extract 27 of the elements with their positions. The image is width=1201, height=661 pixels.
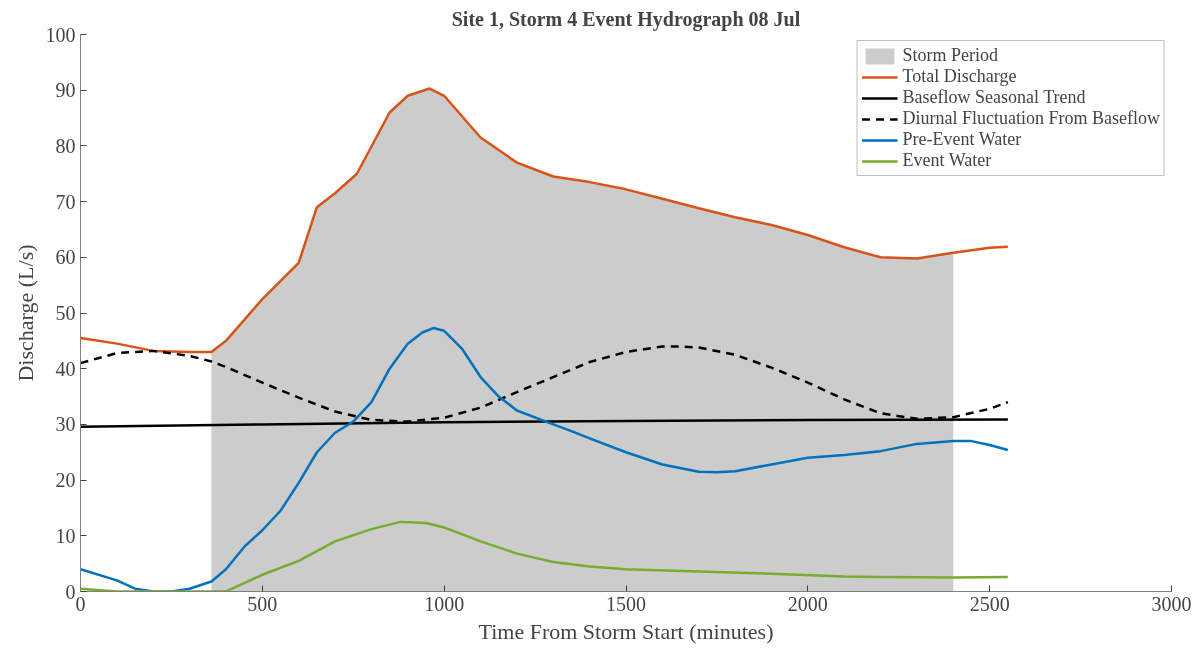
legend-label: Baseflow Seasonal Trend [902,87,1086,108]
x-tick-label: 1500 [606,592,646,615]
y-tick-label: 30 [55,413,76,436]
legend-label: Event Water [902,150,992,171]
x-tick-label: 2500 [969,592,1010,615]
line-series [80,326,1010,592]
x-tick-label: 3000 [1151,592,1192,615]
y-tick-label: 40 [55,357,76,380]
y-tick-label: 50 [55,302,76,324]
x-tick-label: 2000 [787,592,828,615]
y-tick-label: 70 [55,190,76,213]
x-axis-title: Time From Storm Start (minutes) [478,618,774,644]
legend-label: Pre-Event Water [902,129,1022,150]
y-tick-label: 80 [55,134,76,157]
legend-label: Storm Period [902,45,999,66]
legend-label: Diurnal Fluctuation From Baseflow [902,108,1160,129]
y-tick-label: 10 [55,524,76,547]
line-series [80,520,1010,592]
legend-label: Total Discharge [902,66,1017,87]
y-tick-label: 60 [55,246,76,269]
chart-title: Site 1, Storm 4 Event Hydrograph 08 Jul [451,7,801,31]
y-tick-label: 90 [55,79,76,102]
y-tick-label: 100 [45,23,76,46]
y-axis-title: Discharge (L/s) [12,244,38,382]
x-tick-label: 1000 [424,592,465,615]
y-tick-label: 20 [55,469,76,492]
x-tick-label: 500 [247,592,278,615]
